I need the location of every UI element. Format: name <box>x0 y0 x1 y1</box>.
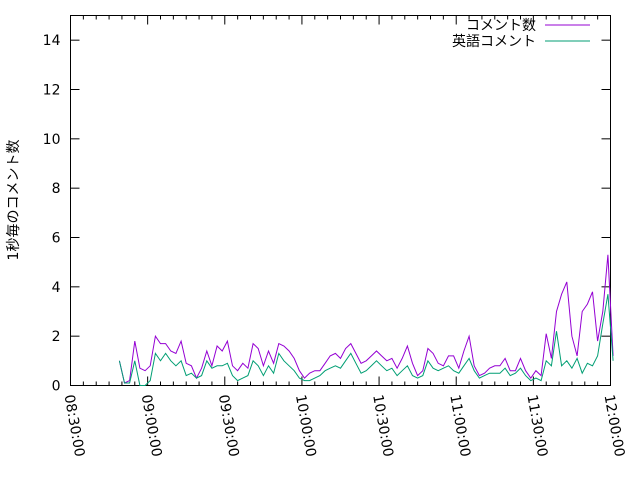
x-tick-label: 10:30:00 <box>369 393 396 458</box>
x-tick-label: 08:30:00 <box>61 393 88 458</box>
plot-border <box>70 15 611 386</box>
x-tick-label: 12:00:00 <box>601 393 628 458</box>
legend-label: 英語コメント <box>452 33 536 50</box>
y-tick-label: 10 <box>43 132 61 148</box>
legend-label: コメント数 <box>466 18 536 34</box>
y-tick-label: 4 <box>52 280 61 296</box>
x-tick-label: 10:00:00 <box>292 393 319 458</box>
x-tick-label: 09:30:00 <box>215 393 242 458</box>
y-tick-label: 14 <box>43 33 61 49</box>
series-line-1 <box>118 254 614 384</box>
y-axis-label: 1秒毎のコメント数 <box>6 140 22 261</box>
series-line-2 <box>118 294 614 386</box>
y-tick-label: 12 <box>43 83 61 99</box>
x-tick-label: 11:30:00 <box>523 393 550 458</box>
x-tick-label: 09:00:00 <box>138 393 165 458</box>
y-tick-label: 6 <box>52 231 61 247</box>
y-tick-label: 2 <box>52 329 61 345</box>
y-tick-label: 0 <box>52 379 61 395</box>
y-tick-label: 8 <box>52 181 61 197</box>
x-tick-label: 11:00:00 <box>446 393 473 458</box>
